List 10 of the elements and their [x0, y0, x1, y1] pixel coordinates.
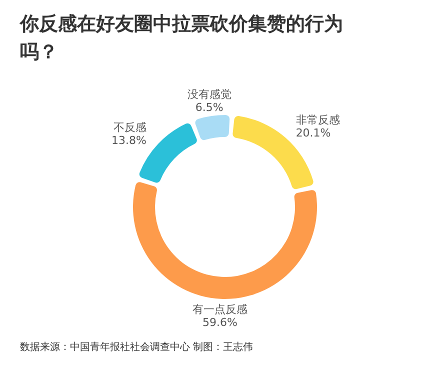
data-label: 13.8% [112, 134, 146, 147]
slice-label: 没有感觉 [187, 88, 232, 102]
slice-label: 非常反感 [296, 113, 340, 126]
source-note: 数据来源：中国青年报社社会调查中心 制图：王志伟 [20, 340, 254, 354]
slice-label: 有一点反感 [192, 302, 248, 316]
chart-title: 你反感在好友圈中拉票砍价集赞的行为吗？ [20, 12, 344, 65]
data-label: 20.1% [296, 126, 331, 140]
data-label: 59.6% [202, 316, 238, 329]
data-label: 6.5% [195, 101, 224, 114]
slice-label: 不反感 [113, 120, 146, 134]
